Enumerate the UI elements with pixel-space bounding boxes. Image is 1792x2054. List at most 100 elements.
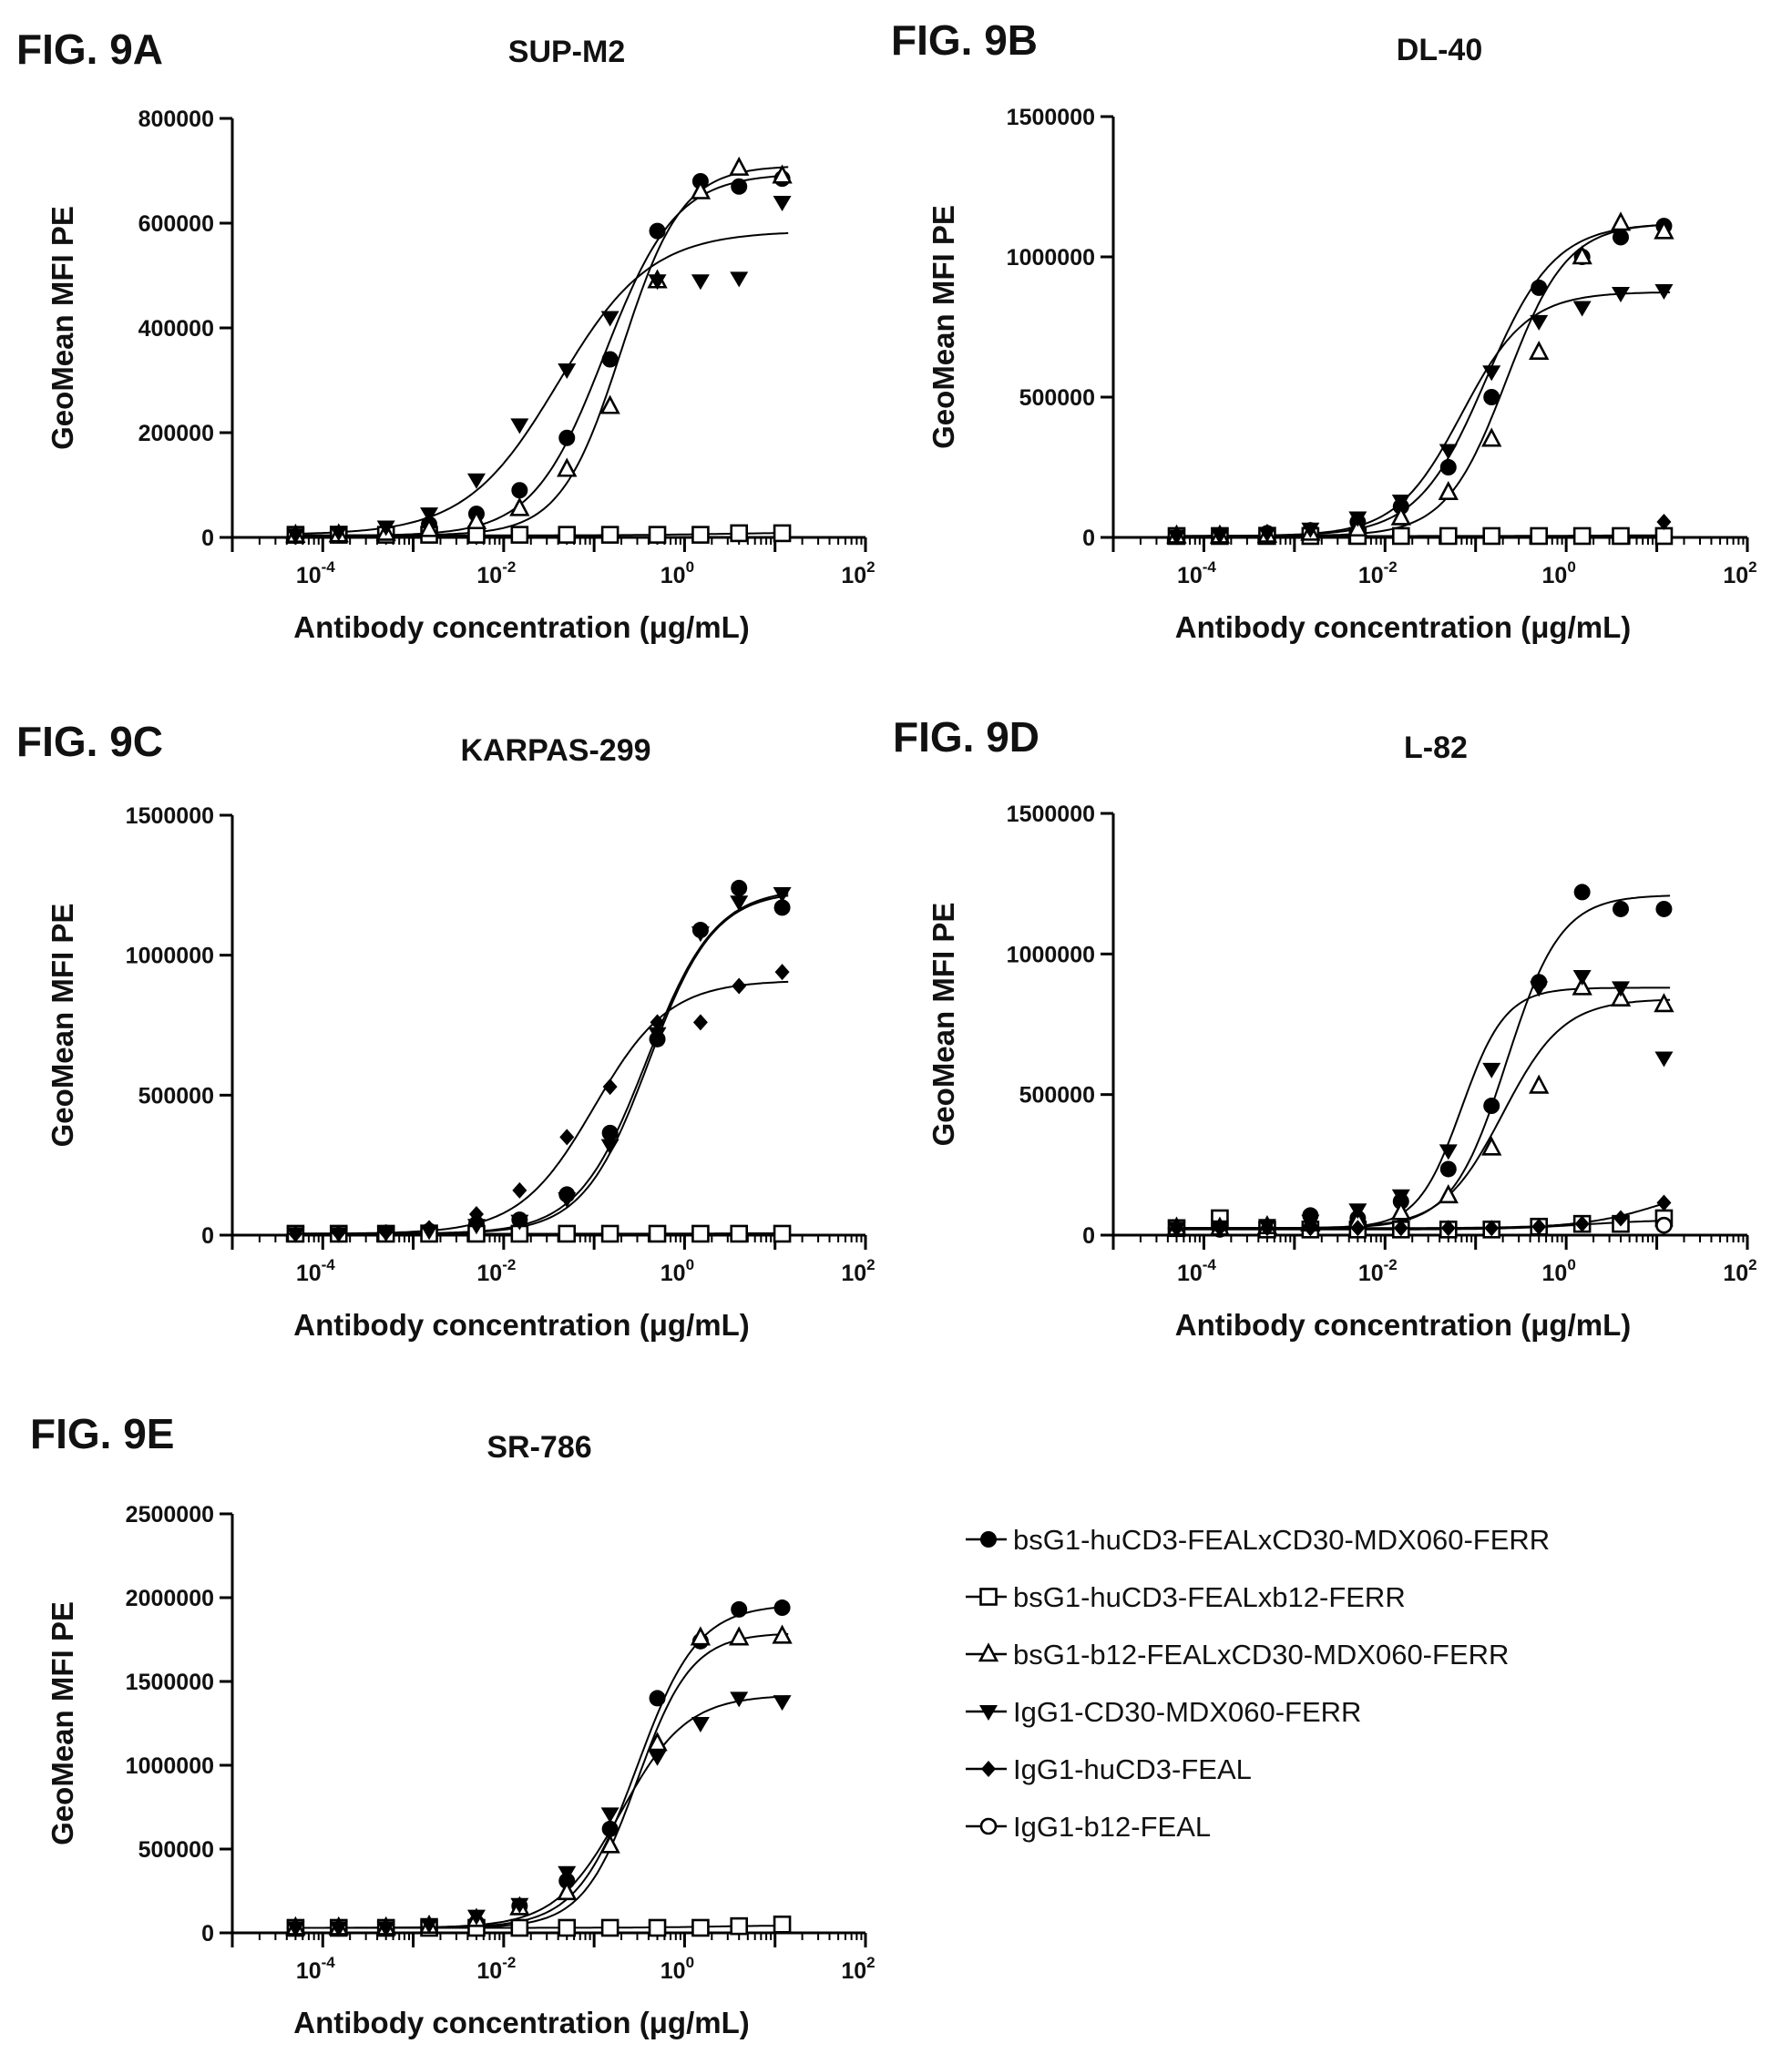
data-point: [1572, 245, 1592, 265]
y-axis-label: GeoMean MFI PE: [927, 205, 960, 449]
data-point: [1531, 1218, 1547, 1235]
fit-curve: [286, 166, 789, 536]
data-point: [1303, 1220, 1318, 1237]
data-point: [691, 926, 710, 943]
data-point: [648, 1918, 667, 1937]
x-tick-label: 10-4: [296, 558, 335, 588]
chart-title: DL-40: [1397, 33, 1482, 67]
data-point: [1530, 526, 1549, 546]
legend-item: IgG1-CD30-MDX060-FERR: [966, 1696, 1361, 1728]
chart-title: L-82: [1404, 731, 1468, 765]
legend-marker: [979, 1588, 998, 1606]
data-point: [510, 418, 529, 434]
data-point: [692, 1014, 708, 1031]
data-point: [1391, 526, 1410, 546]
data-point: [557, 1881, 578, 1901]
legend-marker: [978, 1642, 999, 1662]
series-triangle-down-filled: [1167, 970, 1674, 1238]
data-point: [420, 507, 439, 524]
legend-label: bsG1-b12-FEALxCD30-MDX060-FERR: [1013, 1639, 1509, 1671]
data-point: [600, 1807, 620, 1824]
x-tick-label: 100: [1542, 1256, 1576, 1286]
data-point: [1481, 1136, 1502, 1156]
data-point: [1439, 444, 1458, 460]
data-point: [1391, 1189, 1410, 1205]
data-point: [467, 526, 486, 544]
y-tick-label: 500000: [1019, 1083, 1095, 1109]
data-point: [466, 1909, 486, 1926]
data-point: [559, 1129, 575, 1146]
x-tick-label: 100: [660, 558, 694, 588]
data-point: [1482, 1062, 1501, 1078]
y-tick-label: 1500000: [1007, 105, 1095, 130]
x-tick-label: 10-2: [1358, 558, 1398, 588]
series-diamond-filled: [1656, 514, 1672, 531]
data-point: [1301, 522, 1320, 538]
data-point: [600, 1139, 620, 1155]
y-tick-label: 500000: [138, 1837, 214, 1863]
fit-curve: [286, 1605, 789, 1929]
data-point: [1438, 480, 1459, 501]
y-tick-label: 1000000: [1007, 245, 1095, 271]
data-point: [774, 964, 790, 981]
data-point: [558, 526, 577, 544]
legend-marker: [980, 1531, 997, 1548]
data-point: [773, 1599, 791, 1617]
fit-curve: [1167, 291, 1671, 537]
y-tick-label: 1000000: [126, 1753, 214, 1779]
data-point: [1654, 283, 1674, 300]
data-point: [649, 222, 666, 240]
series-triangle-down-filled: [286, 196, 792, 545]
data-point: [602, 1078, 618, 1096]
x-tick-label: 10-4: [296, 1954, 335, 1984]
fit-curve: [286, 1695, 789, 1929]
data-point: [730, 1691, 749, 1708]
legend-label: bsG1-huCD3-FEALxCD30-MDX060-FERR: [1013, 1524, 1550, 1556]
y-tick-label: 400000: [138, 316, 214, 342]
data-point: [1613, 900, 1630, 917]
data-point: [558, 1865, 577, 1882]
y-tick-label: 800000: [138, 107, 214, 132]
data-point: [1574, 1215, 1590, 1232]
legend-item: bsG1-b12-FEALxCD30-MDX060-FERR: [966, 1639, 1509, 1671]
y-tick-label: 1500000: [126, 803, 214, 829]
data-point: [511, 482, 528, 499]
data-point: [650, 1014, 665, 1031]
x-tick-label: 102: [841, 558, 875, 588]
data-point: [286, 528, 305, 545]
data-point: [1484, 1220, 1500, 1237]
data-point: [1530, 981, 1549, 997]
data-point: [558, 1192, 577, 1209]
data-point: [1348, 1203, 1367, 1220]
data-point: [1348, 511, 1367, 527]
data-point: [1529, 1074, 1550, 1094]
legend-marker: [979, 1705, 998, 1721]
data-point: [601, 351, 619, 368]
data-point: [1347, 516, 1368, 537]
y-tick-label: 0: [1082, 1223, 1095, 1249]
data-point: [600, 1224, 620, 1243]
x-tick-label: 10-4: [1177, 558, 1216, 588]
data-point: [730, 271, 749, 288]
data-point: [1654, 526, 1674, 546]
data-point: [1439, 526, 1458, 546]
data-point: [288, 1225, 303, 1242]
chart-title: SUP-M2: [508, 35, 625, 69]
data-point: [690, 179, 712, 199]
data-point: [1482, 526, 1501, 546]
fit-curve: [1167, 986, 1671, 1230]
series-circle-filled: [1168, 884, 1673, 1238]
data-point: [691, 274, 710, 291]
y-tick-label: 1500000: [1007, 802, 1095, 827]
y-axis-label: GeoMean MFI PE: [46, 206, 79, 450]
data-point: [691, 1918, 710, 1937]
series-triangle-down-filled: [286, 1691, 792, 1937]
y-tick-label: 0: [201, 1921, 214, 1947]
data-point: [648, 1750, 667, 1766]
data-point: [557, 457, 578, 477]
data-point: [512, 1181, 527, 1199]
data-point: [648, 1224, 667, 1243]
x-axis-label: Antibody concentration (μg/mL): [293, 2006, 750, 2039]
data-point: [649, 1690, 666, 1707]
data-point: [648, 1027, 667, 1043]
